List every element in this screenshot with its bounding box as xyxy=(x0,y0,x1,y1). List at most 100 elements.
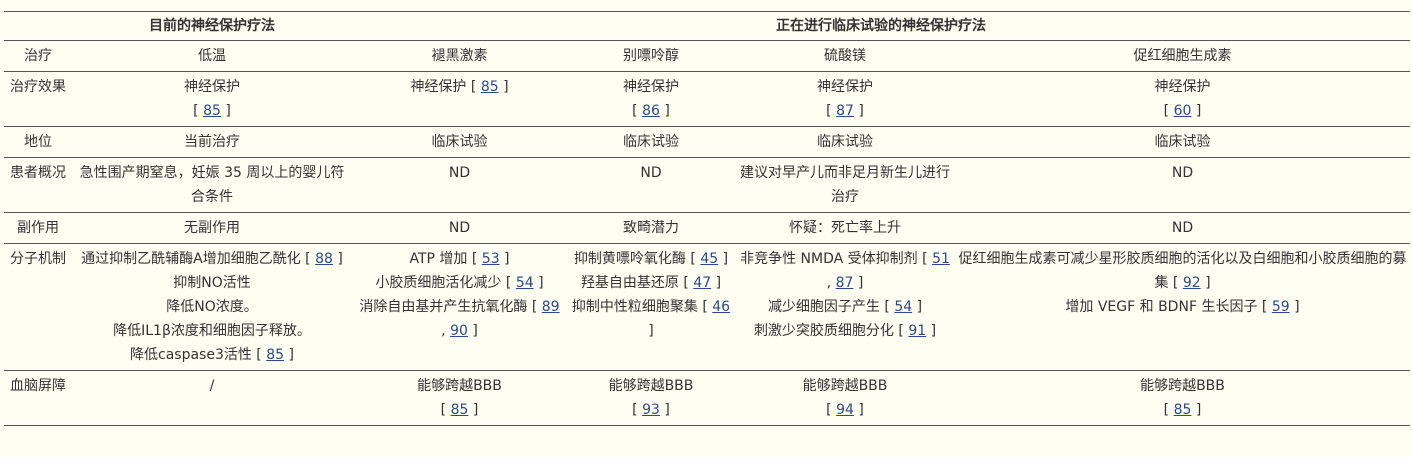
cell-line: 羟基自由基还原 [ 47 ] xyxy=(580,275,722,291)
row-label: 患者概况 xyxy=(4,157,72,213)
cell-line: 促红细胞生成素 xyxy=(1133,48,1232,64)
cell-line: 促红细胞生成素可减少星形胶质细胞的活化以及白细胞和小胶质细胞的募集 [ 92 ] xyxy=(958,251,1407,291)
reference-link[interactable]: 85 xyxy=(266,347,285,363)
table-cell: 临床试验 xyxy=(735,126,955,158)
table-row: 分子机制 通过抑制乙酰辅酶A增加细胞乙酰化 [ 88 ] 抑制NO活性 降低NO浓度。… xyxy=(4,243,1410,371)
reference-link[interactable]: 87 xyxy=(835,275,854,291)
table-cell: 神经保护[ 87 ] xyxy=(735,71,955,127)
reference-link[interactable]: 88 xyxy=(315,251,333,267)
reference-link[interactable]: 47 xyxy=(693,275,712,291)
cell-line: 降低IL1β浓度和细胞因子释放。 xyxy=(113,323,311,339)
cell-line: 硫酸镁 xyxy=(824,48,866,64)
group-header-row: 目前的神经保护疗法 正在进行临床试验的神经保护疗法 xyxy=(4,11,1410,41)
empty-header-cell xyxy=(4,11,72,41)
row-label: 地位 xyxy=(4,126,72,158)
cell-line: 临床试验 xyxy=(431,134,488,150)
cell-line: 能够跨越BBB[ 85 ] xyxy=(417,378,502,418)
cell-line: ND xyxy=(448,165,471,181)
table-cell: 建议对早产儿而非足月新生儿进行治疗 xyxy=(735,157,955,213)
table-cell: 临床试验 xyxy=(955,126,1410,158)
table-cell: 致畸潜力 xyxy=(567,212,735,244)
header-trial-therapies: 正在进行临床试验的神经保护疗法 xyxy=(352,11,1410,41)
cell-line: 抑制NO活性 xyxy=(173,275,251,291)
table-cell: 硫酸镁 xyxy=(735,40,955,72)
cell-line: ND xyxy=(1171,220,1194,236)
table-row: 治疗效果 神经保护[ 85 ] 神经保护 [ 85 ] 神经保护[ 86 ] 神经保护[… xyxy=(4,71,1410,127)
cell-line: 神经保护[ 86 ] xyxy=(623,79,679,119)
reference-link[interactable]: 90 xyxy=(450,323,468,339)
table-cell: 当前治疗 xyxy=(72,126,352,158)
reference-link[interactable]: 85 xyxy=(450,402,469,418)
cell-line: 通过抑制乙酰辅酶A增加细胞乙酰化 [ 88 ] xyxy=(81,251,343,267)
neuroprotection-table: 目前的神经保护疗法 正在进行临床试验的神经保护疗法 治疗 低温 褪黑激素 别嘌呤醇 硫酸… xyxy=(4,11,1410,426)
reference-link[interactable]: 86 xyxy=(642,103,660,119)
reference-link[interactable]: 60 xyxy=(1173,103,1192,119)
table-cell: 抑制黄嘌呤氧化酶 [ 45 ] 羟基自由基还原 [ 47 ] 抑制中性粒细胞聚集 [… xyxy=(567,243,735,371)
reference-link[interactable]: 89 xyxy=(541,299,560,315)
cell-line: 建议对早产儿而非足月新生儿进行治疗 xyxy=(740,165,950,205)
cell-line: 褪黑激素 xyxy=(431,48,488,64)
cell-line: ND xyxy=(448,220,471,236)
reference-link[interactable]: 59 xyxy=(1271,299,1290,315)
cell-line: 神经保护[ 87 ] xyxy=(817,79,873,119)
cell-line: 无副作用 xyxy=(184,220,240,236)
cell-line: 临床试验 xyxy=(623,134,679,150)
table-cell: 促红细胞生成素可减少星形胶质细胞的活化以及白细胞和小胶质细胞的募集 [ 92 ]… xyxy=(955,243,1410,371)
cell-line: 非竞争性 NMDA 受体抑制剂 [ 51 , 87 ] xyxy=(740,251,950,291)
reference-link[interactable]: 91 xyxy=(908,323,927,339)
reference-link[interactable]: 93 xyxy=(642,402,660,418)
table-cell: 低温 xyxy=(72,40,352,72)
table-row: 血脑屏障 / 能够跨越BBB[ 85 ] 能够跨越BBB[ 93 ] 能够跨越BBB[ … xyxy=(4,370,1410,426)
reference-link[interactable]: 87 xyxy=(836,103,854,119)
table-cell: 别嘌呤醇 xyxy=(567,40,735,72)
row-label: 治疗效果 xyxy=(4,71,72,127)
row-label: 分子机制 xyxy=(4,243,72,371)
cell-line: 减少细胞因子产生 [ 54 ] xyxy=(767,299,923,315)
reference-link[interactable]: 53 xyxy=(481,251,500,267)
cell-line: 别嘌呤醇 xyxy=(623,48,679,64)
reference-link[interactable]: 85 xyxy=(1173,402,1192,418)
cell-line: / xyxy=(209,378,215,394)
table-cell: ND xyxy=(352,212,567,244)
row-label: 血脑屏障 xyxy=(4,370,72,426)
table-cell: 能够跨越BBB[ 85 ] xyxy=(955,370,1410,426)
cell-line: 神经保护 [ 85 ] xyxy=(410,79,509,95)
table-cell: ND xyxy=(352,157,567,213)
cell-line: 抑制黄嘌呤氧化酶 [ 45 ] xyxy=(573,251,729,267)
cell-line: 小胶质细胞活化减少 [ 54 ] xyxy=(375,275,544,291)
cell-line: 刺激少突胶质细胞分化 [ 91 ] xyxy=(753,323,937,339)
cell-line: 降低NO浓度。 xyxy=(166,299,258,315)
table-cell: 急性围产期窒息，妊娠 35 周以上的婴儿符合条件 xyxy=(72,157,352,213)
table-cell: ND xyxy=(955,212,1410,244)
reference-link[interactable]: 94 xyxy=(836,402,854,418)
row-label: 治疗 xyxy=(4,40,72,72)
reference-link[interactable]: 45 xyxy=(700,251,719,267)
reference-link[interactable]: 92 xyxy=(1182,275,1201,291)
cell-line: ND xyxy=(640,165,662,181)
table-cell: ND xyxy=(567,157,735,213)
reference-link[interactable]: 51 xyxy=(932,251,950,267)
cell-line: 消除自由基并产生抗氧化酶 [ 89 , 90 ] xyxy=(359,299,560,339)
cell-line: 怀疑：死亡率上升 xyxy=(789,220,901,236)
reference-link[interactable]: 85 xyxy=(480,79,499,95)
table-cell: 无副作用 xyxy=(72,212,352,244)
reference-link[interactable]: 54 xyxy=(894,299,913,315)
table-cell: 褪黑激素 xyxy=(352,40,567,72)
reference-link[interactable]: 85 xyxy=(203,103,221,119)
table-cell: 神经保护[ 85 ] xyxy=(72,71,352,127)
header-current-therapies: 目前的神经保护疗法 xyxy=(72,11,352,41)
cell-line: ND xyxy=(1171,165,1194,181)
cell-line: 能够跨越BBB[ 94 ] xyxy=(802,378,888,418)
reference-link[interactable]: 54 xyxy=(515,275,534,291)
table-cell: 神经保护[ 86 ] xyxy=(567,71,735,127)
cell-line: 低温 xyxy=(198,48,226,64)
table-cell: 能够跨越BBB[ 94 ] xyxy=(735,370,955,426)
cell-line: 神经保护[ 85 ] xyxy=(184,79,240,119)
reference-link[interactable]: 46 xyxy=(712,299,731,315)
row-label: 副作用 xyxy=(4,212,72,244)
cell-line: ATP 增加 [ 53 ] xyxy=(409,251,510,267)
table-cell: / xyxy=(72,370,352,426)
cell-line: 急性围产期窒息，妊娠 35 周以上的婴儿符合条件 xyxy=(79,165,345,205)
cell-line: 临床试验 xyxy=(1154,134,1211,150)
table-cell: 通过抑制乙酰辅酶A增加细胞乙酰化 [ 88 ] 抑制NO活性 降低NO浓度。降低IL… xyxy=(72,243,352,371)
